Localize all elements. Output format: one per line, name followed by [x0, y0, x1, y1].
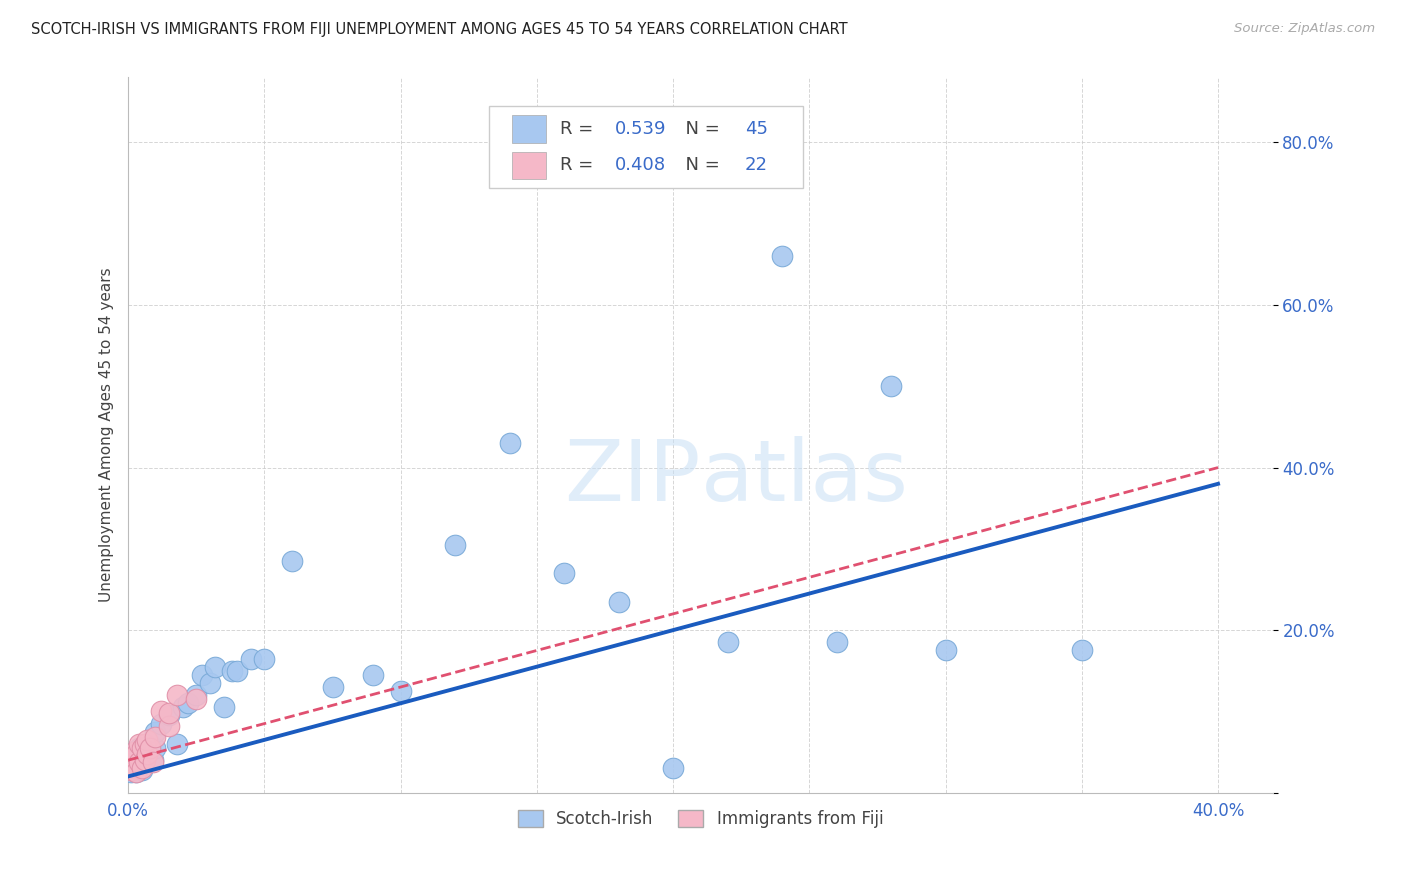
Point — [166, 688, 188, 702]
FancyBboxPatch shape — [489, 106, 803, 188]
Point — [607, 595, 630, 609]
Point — [128, 737, 150, 751]
Point — [125, 749, 148, 764]
Point — [198, 676, 221, 690]
Point — [770, 249, 793, 263]
Point — [322, 680, 344, 694]
Point — [145, 724, 167, 739]
Point — [825, 635, 848, 649]
Point — [221, 664, 243, 678]
Point — [139, 741, 162, 756]
Point — [142, 753, 165, 767]
Point — [444, 538, 467, 552]
Point — [120, 763, 142, 777]
Point — [212, 700, 235, 714]
Y-axis label: Unemployment Among Ages 45 to 54 years: Unemployment Among Ages 45 to 54 years — [100, 268, 114, 602]
Point — [131, 749, 153, 764]
Point — [363, 668, 385, 682]
Point — [166, 737, 188, 751]
Point — [120, 765, 142, 780]
Point — [149, 705, 172, 719]
Legend: Scotch-Irish, Immigrants from Fiji: Scotch-Irish, Immigrants from Fiji — [510, 803, 890, 834]
Point — [136, 745, 159, 759]
Text: atlas: atlas — [700, 436, 908, 519]
Point — [128, 755, 150, 769]
Point — [134, 753, 156, 767]
Text: R =: R = — [560, 156, 599, 174]
Text: ZIP: ZIP — [564, 436, 700, 519]
Point — [128, 761, 150, 775]
Point — [149, 716, 172, 731]
Point — [131, 761, 153, 775]
Point — [122, 759, 145, 773]
Point — [134, 753, 156, 767]
Point — [125, 747, 148, 761]
Text: SCOTCH-IRISH VS IMMIGRANTS FROM FIJI UNEMPLOYMENT AMONG AGES 45 TO 54 YEARS CORR: SCOTCH-IRISH VS IMMIGRANTS FROM FIJI UNE… — [31, 22, 848, 37]
Point — [1070, 643, 1092, 657]
Point — [553, 566, 575, 581]
Point — [172, 700, 194, 714]
Text: N =: N = — [673, 120, 725, 138]
Point — [136, 747, 159, 761]
Point — [139, 737, 162, 751]
Point — [145, 731, 167, 745]
Point — [935, 643, 957, 657]
Point — [122, 761, 145, 775]
Point — [157, 708, 180, 723]
Point — [177, 696, 200, 710]
Text: Source: ZipAtlas.com: Source: ZipAtlas.com — [1234, 22, 1375, 36]
Text: 0.539: 0.539 — [614, 120, 666, 138]
Point — [226, 664, 249, 678]
Point — [204, 659, 226, 673]
Point — [717, 635, 740, 649]
Text: R =: R = — [560, 120, 599, 138]
FancyBboxPatch shape — [512, 115, 546, 143]
Point — [280, 554, 302, 568]
Point — [120, 753, 142, 767]
Point — [662, 761, 685, 775]
Point — [253, 651, 276, 665]
Point — [136, 732, 159, 747]
Text: 0.408: 0.408 — [614, 156, 665, 174]
Point — [142, 755, 165, 769]
Point — [157, 706, 180, 720]
Point — [145, 741, 167, 756]
Point — [191, 668, 214, 682]
Point — [122, 745, 145, 759]
Point — [186, 692, 208, 706]
Point — [880, 379, 903, 393]
Point — [131, 741, 153, 756]
Point — [122, 745, 145, 759]
Point — [125, 765, 148, 780]
Text: 45: 45 — [745, 120, 768, 138]
Text: N =: N = — [673, 156, 725, 174]
Point — [125, 765, 148, 780]
Text: 22: 22 — [745, 156, 768, 174]
Point — [128, 741, 150, 756]
FancyBboxPatch shape — [512, 152, 546, 179]
Point — [134, 737, 156, 751]
Point — [157, 719, 180, 733]
Point — [239, 651, 262, 665]
Point — [131, 763, 153, 777]
Point — [499, 436, 522, 450]
Point — [120, 753, 142, 767]
Point — [389, 684, 412, 698]
Point — [186, 688, 208, 702]
